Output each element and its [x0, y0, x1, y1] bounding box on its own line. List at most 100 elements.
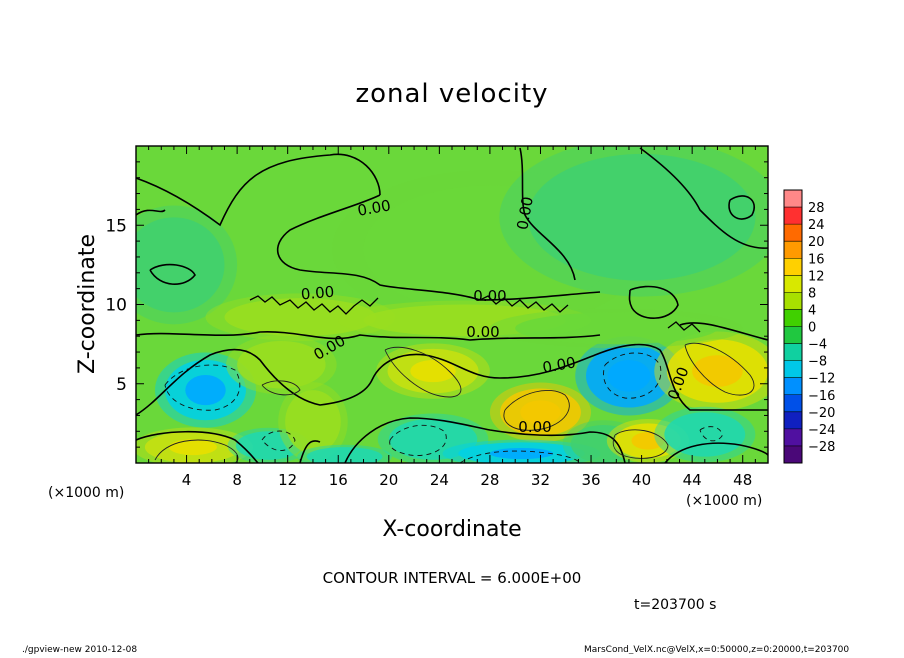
- x-tick-label: 36: [581, 471, 600, 489]
- colorbar-swatch: [784, 190, 802, 208]
- velocity-blob: [136, 217, 225, 313]
- contour-label: 0.00: [300, 283, 335, 304]
- contour-line: [664, 442, 768, 463]
- x-tick-label: 44: [683, 471, 702, 489]
- colorbar-swatch: [784, 292, 802, 310]
- contour-line: [136, 153, 381, 227]
- colorbar-swatch: [784, 411, 802, 430]
- contour-line-negative: [603, 352, 662, 399]
- colorbar-label: −28: [808, 440, 835, 455]
- x-axis-unit: (×1000 m): [686, 493, 762, 509]
- contour-line: [276, 194, 601, 301]
- colorbar-swatch: [784, 343, 802, 362]
- contour-lines: [136, 147, 768, 463]
- colorbar-swatch: [784, 394, 802, 413]
- x-tick-label: 48: [733, 471, 752, 489]
- footer-program-date: ./gpview-new 2010-12-08: [22, 645, 137, 654]
- colorbar-label: 24: [808, 218, 825, 233]
- colorbar-swatch: [784, 377, 802, 396]
- contour-line-positive: [684, 342, 755, 396]
- colorbar-label: 8: [808, 286, 816, 301]
- contour-labels: 0.000.000.00 0.000.000.000.000.000.00: [300, 195, 692, 436]
- x-axis-label: X-coordinate: [382, 517, 521, 542]
- x-tick-label: 4: [182, 471, 192, 489]
- y-axis-label: Z-coordinate: [75, 234, 100, 374]
- colorbar-label: −12: [808, 372, 835, 387]
- colorbar-swatch: [784, 207, 802, 225]
- colorbar-swatch: [784, 275, 802, 293]
- contour-line: [479, 295, 569, 313]
- contour-line-positive: [503, 389, 570, 431]
- contour-line: [519, 147, 576, 281]
- velocity-blob-core: [692, 355, 743, 387]
- contour-line-negative: [164, 364, 241, 411]
- colorbar-label: −20: [808, 406, 835, 421]
- contour-line: [136, 331, 601, 341]
- x-tick-label: 20: [379, 471, 398, 489]
- colorbar-label: −24: [808, 423, 835, 438]
- colorbar-swatch: [784, 360, 802, 379]
- velocity-blob-core: [489, 447, 554, 460]
- colorbar-swatch: [784, 309, 802, 327]
- x-tick-label: 28: [480, 471, 499, 489]
- colorbar-swatch: [784, 428, 802, 447]
- contour-line: [667, 321, 701, 333]
- colorbar-label: −16: [808, 389, 835, 404]
- x-axis-ticks: 4 8 12 16 20 24 28 32 36 40 44 48: [135, 146, 769, 489]
- colorbar-label: 12: [808, 269, 825, 284]
- plot-area: 0.000.000.00 0.000.000.000.000.000.00: [136, 146, 768, 463]
- velocity-field: [136, 146, 768, 463]
- y-axis-ticks: 5 10 15: [105, 145, 768, 464]
- contour-interval-text: CONTOUR INTERVAL = 6.000E+00: [323, 569, 582, 587]
- velocity-blob: [235, 431, 302, 460]
- velocity-blob: [388, 418, 478, 460]
- colorbar: 28 24 20 16 12 8 4 0 −4 −8 −12 −16 −20 −24 −28: [783, 189, 835, 464]
- velocity-blob-core: [520, 400, 561, 425]
- contour-label: 0.00: [356, 196, 392, 220]
- colorbar-label: 0: [808, 321, 816, 336]
- colorbar-label: 28: [808, 201, 825, 216]
- contour-line-negative: [699, 426, 723, 442]
- contour-line-positive: [261, 380, 301, 396]
- x-tick-label: 8: [232, 471, 242, 489]
- velocity-blob: [224, 298, 377, 337]
- colorbar-swatch: [784, 445, 802, 464]
- x-tick-label: 40: [632, 471, 651, 489]
- colorbar-label: 4: [808, 303, 816, 318]
- chart-title: zonal velocity: [355, 79, 548, 109]
- colorbar-swatch: [784, 258, 802, 276]
- contour-line-negative: [459, 450, 581, 463]
- contour-label: 0.00: [473, 287, 506, 305]
- contour-label: 0.00: [466, 323, 499, 341]
- velocity-blob: [237, 340, 326, 389]
- contour-line-positive: [612, 429, 669, 459]
- contour-line: [344, 417, 626, 463]
- colorbar-label: 20: [808, 235, 825, 250]
- colorbar-label: 16: [808, 252, 825, 267]
- contour-lines-thin: [154, 342, 755, 463]
- colorbar-swatch: [784, 241, 802, 259]
- colorbar-swatch: [784, 224, 802, 242]
- contour-line-positive: [384, 346, 462, 398]
- contour-line: [679, 322, 768, 341]
- contour-line: [628, 285, 679, 319]
- contour-line: [149, 263, 196, 285]
- footer-file-info: MarsCond_VelX.nc@VelX,x=0:50000,z=0:2000…: [584, 645, 849, 654]
- contour-line: [639, 147, 768, 249]
- contour-line-negative: [389, 424, 447, 456]
- contour-line: [728, 195, 755, 220]
- velocity-blob-core: [185, 375, 226, 406]
- velocity-blob-core: [168, 439, 217, 456]
- velocity-blob: [527, 153, 756, 281]
- y-axis-unit: (×1000 m): [48, 485, 124, 501]
- contour-line: [136, 209, 166, 216]
- time-label: t=203700 s: [634, 597, 716, 613]
- colorbar-swatch: [784, 326, 802, 345]
- noisy-contour-band: [249, 295, 701, 333]
- x-tick-label: 24: [430, 471, 449, 489]
- contour-line-positive: [154, 439, 239, 463]
- velocity-blob-core: [607, 359, 651, 392]
- y-tick-label: 5: [116, 375, 127, 395]
- x-tick-label: 32: [531, 471, 550, 489]
